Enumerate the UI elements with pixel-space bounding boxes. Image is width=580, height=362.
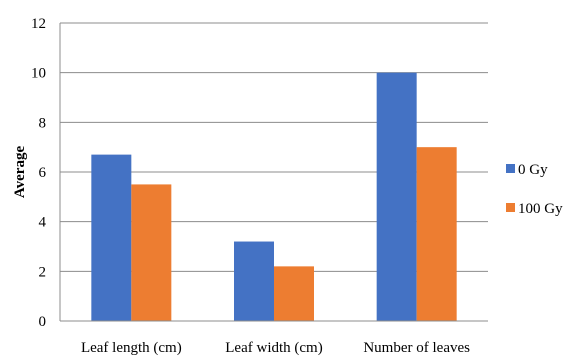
bar-100gy-2 (416, 147, 457, 321)
y-tick-label: 4 (39, 215, 47, 231)
category-labels: Leaf length (cm) Leaf width (cm) Number of… (81, 340, 470, 356)
y-axis-label: Average (12, 146, 28, 199)
y-axis-ticks: 0 2 4 6 8 10 12 (31, 16, 47, 330)
category-label: Leaf width (cm) (225, 340, 322, 356)
bar-0gy-2 (376, 72, 417, 322)
legend-swatch (506, 164, 515, 173)
y-tick-label: 10 (31, 66, 46, 82)
y-tick-label: 2 (39, 264, 47, 280)
category-label: Leaf length (cm) (81, 340, 182, 356)
legend-label: 100 Gy (518, 201, 563, 217)
category-label: Number of leaves (363, 340, 470, 356)
bar-100gy-1 (274, 266, 314, 321)
y-tick-label: 0 (39, 314, 47, 330)
legend-label: 0 Gy (518, 162, 548, 178)
y-tick-label: 12 (31, 16, 46, 32)
bars (91, 72, 457, 322)
y-tick-label: 6 (39, 165, 47, 181)
bar-0gy-1 (234, 241, 274, 321)
bar-0gy-0 (91, 154, 132, 321)
y-tick-label: 8 (39, 115, 47, 131)
legend: 0 Gy 100 Gy (506, 162, 563, 217)
legend-swatch (506, 203, 515, 212)
bar-100gy-0 (131, 184, 172, 321)
